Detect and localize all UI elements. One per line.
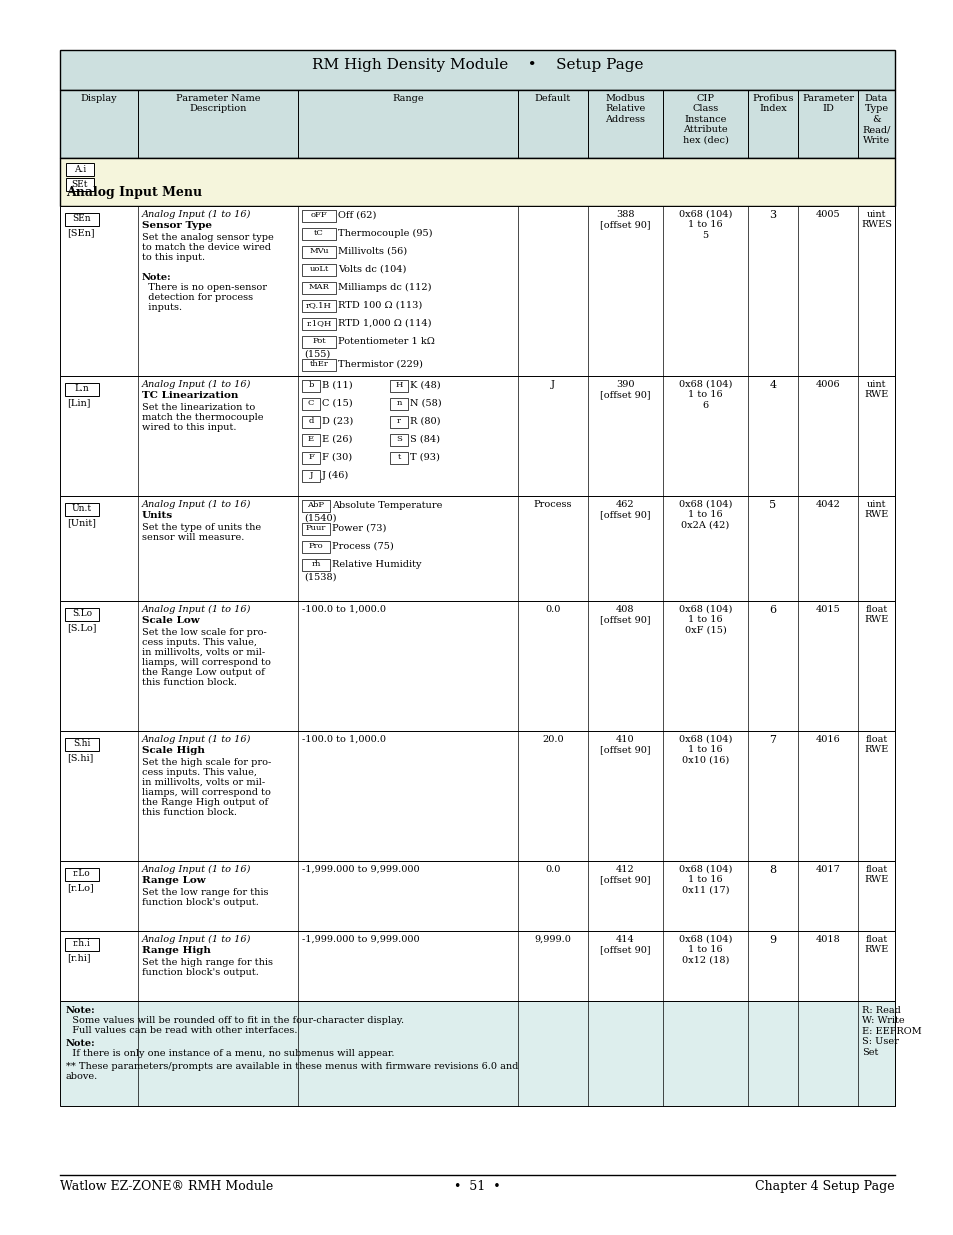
Text: Set the type of units the: Set the type of units the [142,522,261,532]
Bar [65,868,99,881]
Text: TC Linearization: TC Linearization [142,391,238,400]
Text: 4006: 4006 [815,380,840,389]
Text: wired to this input.: wired to this input. [142,424,236,432]
Bar [302,246,335,258]
Bar [60,931,894,1002]
Bar [66,178,94,191]
Text: Analog Input (1 to 16): Analog Input (1 to 16) [142,864,251,874]
Text: Note:: Note: [142,273,172,282]
Text: C: C [308,399,314,408]
Text: (1538): (1538) [304,573,336,582]
Bar [302,559,330,571]
Text: 4: 4 [769,380,776,390]
Bar [60,731,894,861]
Text: Data
Type
&
Read/
Write: Data Type & Read/ Write [862,94,890,144]
Text: Analog Input (1 to 16): Analog Input (1 to 16) [142,735,251,745]
Text: float
RWE: float RWE [863,605,887,625]
Text: S.hi: S.hi [73,739,91,748]
Bar [302,317,335,330]
Text: There is no open-sensor: There is no open-sensor [142,283,267,291]
Text: Process (75): Process (75) [332,542,394,551]
Text: 4016: 4016 [815,735,840,743]
Bar [302,471,319,482]
Text: the Range Low output of: the Range Low output of [142,668,265,677]
Text: Pot: Pot [312,337,326,345]
Text: S: S [395,435,401,443]
Text: to match the device wired: to match the device wired [142,243,271,252]
Bar [60,49,894,90]
Bar [66,163,94,177]
Text: 4015: 4015 [815,605,840,614]
Text: Process: Process [533,500,572,509]
Bar [390,398,408,410]
Text: 0x68 (104)
1 to 16
0x2A (42): 0x68 (104) 1 to 16 0x2A (42) [679,500,731,530]
Text: function block's output.: function block's output. [142,898,258,906]
Text: uint
RWE: uint RWE [863,500,887,520]
Text: d: d [308,417,314,425]
Text: in millivolts, volts or mil-: in millivolts, volts or mil- [142,648,265,657]
Text: detection for process: detection for process [142,293,253,303]
Text: R: Read
W: Write
E: EEPROM
S: User
Set: R: Read W: Write E: EEPROM S: User Set [862,1007,921,1057]
Text: Millivolts (56): Millivolts (56) [337,247,407,256]
Bar [65,383,99,396]
Text: function block's output.: function block's output. [142,968,258,977]
Text: Analog Input (1 to 16): Analog Input (1 to 16) [142,605,251,614]
Bar [390,433,408,446]
Text: Units: Units [142,511,172,520]
Text: 9: 9 [769,935,776,945]
Text: Profibus
Index: Profibus Index [752,94,793,114]
Text: uint
RWE: uint RWE [863,380,887,399]
Text: Potentiometer 1 kΩ: Potentiometer 1 kΩ [337,337,435,346]
Text: 410
[offset 90]: 410 [offset 90] [599,735,650,755]
Text: Analog Input (1 to 16): Analog Input (1 to 16) [142,500,251,509]
Text: float
RWE: float RWE [863,864,887,884]
Bar [302,398,319,410]
Text: Default: Default [535,94,571,103]
Text: inputs.: inputs. [142,303,182,312]
Text: F (30): F (30) [322,453,352,462]
Bar [390,416,408,429]
Text: Scale High: Scale High [142,746,205,755]
Text: uoLt: uoLt [309,266,329,273]
Text: rQ.1H: rQ.1H [306,301,332,309]
Text: above.: above. [66,1072,98,1081]
Text: rh: rh [311,559,320,568]
Text: (155): (155) [304,350,330,359]
Bar [65,939,99,951]
Text: Milliamps dc (112): Milliamps dc (112) [337,283,431,293]
Bar [60,496,894,601]
Bar [65,212,99,226]
Text: [Lin]: [Lin] [67,398,91,408]
Text: liamps, will correspond to: liamps, will correspond to [142,658,271,667]
Bar [65,608,99,621]
Bar [302,359,335,370]
Text: 388
[offset 90]: 388 [offset 90] [599,210,650,230]
Bar [60,90,894,158]
Bar [65,503,99,516]
Text: Analog Input Menu: Analog Input Menu [66,186,202,199]
Text: Set the low range for this: Set the low range for this [142,888,268,897]
Bar [60,375,894,496]
Bar [60,158,894,206]
Text: r.Lo: r.Lo [73,869,91,878]
Text: Chapter 4 Setup Page: Chapter 4 Setup Page [755,1179,894,1193]
Text: J: J [551,380,555,389]
Text: If there is only one instance of a menu, no submenus will appear.: If there is only one instance of a menu,… [66,1049,395,1058]
Text: J: J [309,471,313,479]
Text: this function block.: this function block. [142,678,236,687]
Text: MVu: MVu [309,247,329,254]
Text: E (26): E (26) [322,435,352,445]
Text: [r.hi]: [r.hi] [67,953,91,962]
Text: Range High: Range High [142,946,211,955]
Text: liamps, will correspond to: liamps, will correspond to [142,788,271,797]
Text: Analog Input (1 to 16): Analog Input (1 to 16) [142,935,251,944]
Text: [SEn]: [SEn] [67,228,94,237]
Text: Set the analog sensor type: Set the analog sensor type [142,233,274,242]
Text: this function block.: this function block. [142,808,236,818]
Text: [Unit]: [Unit] [67,517,96,527]
Bar [390,380,408,391]
Text: Analog Input (1 to 16): Analog Input (1 to 16) [142,380,251,389]
Text: RTD 1,000 Ω (114): RTD 1,000 Ω (114) [337,319,431,329]
Text: t: t [396,453,400,461]
Text: L.n: L.n [74,384,90,393]
